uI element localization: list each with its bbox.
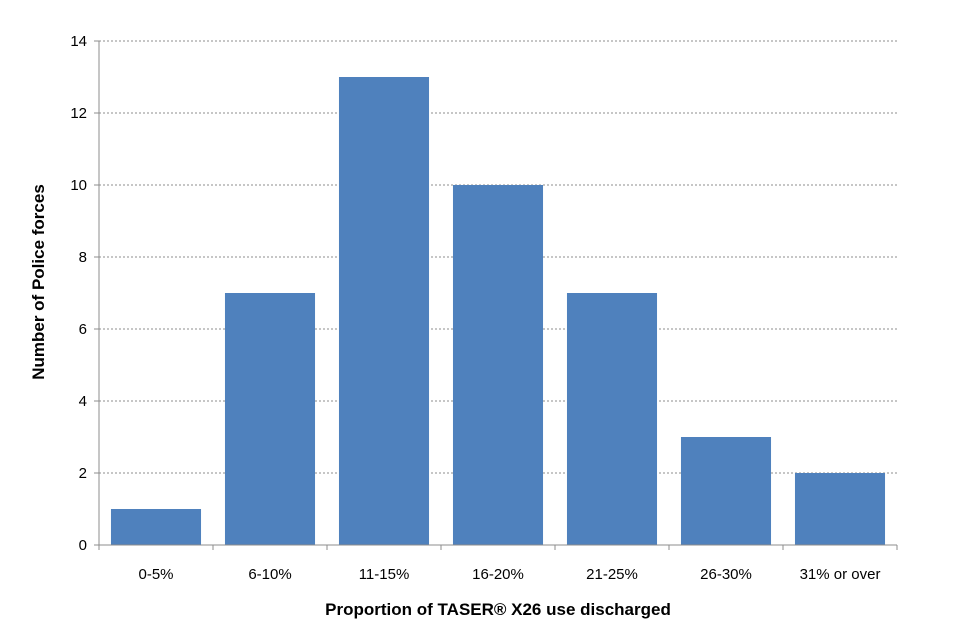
y-tick-label: 10	[70, 177, 87, 194]
axes	[94, 40, 898, 550]
bar	[110, 509, 202, 545]
y-tick-label: 12	[70, 105, 87, 122]
y-tick-label: 8	[79, 249, 87, 266]
bar	[224, 293, 316, 545]
bars	[110, 77, 886, 545]
x-tick-label: 26-30%	[700, 566, 752, 583]
y-tick-label: 0	[79, 537, 87, 554]
bar	[566, 293, 658, 545]
x-tick-label: 0-5%	[138, 566, 173, 583]
x-axis-title: Proportion of TASER® X26 use discharged	[325, 600, 671, 619]
y-tick-label: 14	[70, 33, 87, 50]
y-tick-labels: 0 2 4 6 8 10 12 14	[70, 33, 87, 554]
y-tick-label: 2	[79, 465, 87, 482]
x-tick-labels: 0-5% 6-10% 11-15% 16-20% 21-25% 26-30% 31% or …	[138, 566, 880, 583]
x-tick-label: 16-20%	[472, 566, 524, 583]
x-tick-label: 21-25%	[586, 566, 638, 583]
y-axis-title: Number of Police forces	[29, 184, 48, 380]
x-tick-label: 6-10%	[248, 566, 291, 583]
y-tick-label: 4	[79, 393, 87, 410]
y-tick-label: 6	[79, 321, 87, 338]
bar	[680, 437, 772, 545]
bar	[452, 185, 544, 545]
bar	[338, 77, 430, 545]
x-tick-label: 31% or over	[800, 566, 881, 583]
bar	[794, 473, 886, 545]
x-tick-label: 11-15%	[359, 566, 410, 583]
